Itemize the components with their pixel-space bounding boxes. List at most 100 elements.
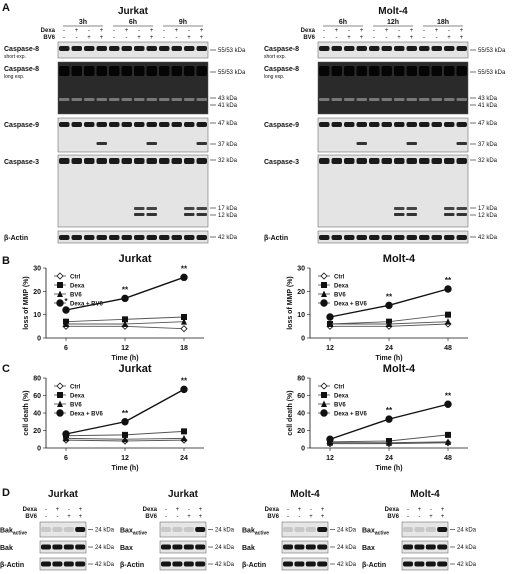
data-point (326, 435, 334, 443)
marker-label: 42 kDa (95, 562, 115, 568)
blot-row-label: β-Actin (4, 235, 28, 242)
time-label: 6h (339, 19, 347, 26)
dexa-label: Dexa (41, 28, 56, 34)
bv6-sign: - (423, 35, 425, 41)
blot-band (196, 235, 207, 240)
dexa-sign: + (385, 28, 389, 34)
blot-row-label: β-Actin (0, 562, 24, 569)
blot-band (403, 527, 413, 532)
blot-band (59, 158, 70, 164)
blot-row-sublabel: short exp. (4, 54, 26, 60)
data-point (180, 385, 188, 394)
x-tick-label: 6 (64, 455, 68, 462)
legend-marker (56, 409, 64, 417)
panel-b: B Jurkat 0 10 20 30 6 12 18 Time (h) loss of MMP (… (2, 253, 468, 362)
blot-band-cleaved (159, 98, 170, 101)
blot-panel-molt4: Molt-46h 12h 18hDexaBV6--+--+++--+--+++--+… (264, 6, 506, 244)
bv6-sign: - (386, 35, 388, 41)
blot-band-cleaved (369, 98, 380, 101)
blot-band-cleaved (196, 98, 207, 101)
marker-label: 12 kDa (218, 213, 238, 219)
chart-title: Molt-4 (383, 253, 416, 265)
data-point (445, 431, 451, 438)
blot-band (109, 235, 120, 240)
blot-band (183, 561, 194, 567)
legend-label: Ctrl (70, 275, 81, 281)
blot-band (59, 122, 70, 127)
bv6-sign: + (100, 35, 104, 41)
dexa-sign: + (435, 28, 439, 34)
blot-band-cleaved (406, 98, 417, 101)
dexa-sign: + (100, 28, 104, 34)
blot-band (283, 561, 293, 567)
blot-row-label: Bakactive (0, 528, 27, 537)
legend-marker (320, 409, 328, 417)
legend-label: Dexa + BV6 (334, 302, 368, 308)
blot-band (444, 158, 455, 164)
blot-band-cleaved (184, 207, 195, 210)
blot-band (317, 561, 328, 567)
blot-membrane (281, 557, 329, 571)
data-point (445, 438, 451, 445)
blot-band-cleaved (406, 207, 417, 210)
data-point (385, 415, 393, 423)
legend-label: Ctrl (334, 275, 345, 281)
blot-band (171, 158, 182, 164)
blot-band (369, 122, 380, 127)
legend-marker (57, 400, 63, 407)
x-tick-label: 24 (385, 345, 393, 352)
blot-row-sublabel: long exp. (264, 74, 284, 80)
blot-band (134, 66, 145, 76)
blot-row: Caspase-9 47 kDa 37 kDa (4, 117, 238, 153)
blot-band (356, 122, 367, 127)
bv6-sign: + (460, 35, 464, 41)
legend-marker (57, 392, 63, 398)
blot-band (394, 158, 405, 164)
blot-row: Caspase-9 47 kDa 37 kDa (264, 117, 498, 153)
blot-band (444, 122, 455, 127)
bv6-label: BV6 (387, 514, 399, 520)
x-tick-label: 48 (444, 455, 452, 462)
legend-label: Dexa (70, 394, 85, 400)
dexa-sign: + (418, 507, 422, 513)
blot-band (431, 235, 442, 240)
blot-band-cleaved (381, 98, 392, 101)
dexa-sign: + (75, 28, 79, 34)
marker-label: 42 kDa (478, 235, 498, 241)
blot-band-cleaved (356, 142, 367, 145)
marker-label: 32 kDa (478, 158, 498, 164)
data-point (181, 428, 187, 435)
dexa-sign: - (373, 28, 375, 34)
dexa-sign: - (88, 28, 90, 34)
legend-label: Dexa (334, 284, 349, 290)
bv6-sign: - (299, 514, 301, 520)
blot-band-cleaved (109, 98, 120, 101)
dexa-label: Dexa (265, 507, 280, 513)
legend-marker (321, 290, 327, 297)
blot-band (369, 158, 380, 164)
blot-band (195, 561, 206, 567)
dexa-sign: + (335, 28, 339, 34)
blot-band-cleaved (456, 98, 467, 101)
blot-band (394, 46, 405, 51)
blot-band (344, 66, 355, 76)
blot-row-label: Bak (0, 545, 13, 552)
blot-band (134, 158, 145, 164)
marker-label: 12 kDa (478, 213, 498, 219)
blot-band (319, 46, 330, 51)
blot-band (317, 544, 328, 550)
blot-band (381, 235, 392, 240)
blot-band-cleaved (394, 207, 405, 210)
blot-band (196, 122, 207, 127)
blot-band (184, 122, 195, 127)
blot-band (59, 66, 70, 76)
blot-band (184, 46, 195, 51)
legend-label: Dexa + BV6 (70, 302, 104, 308)
marker-label: 24 kDa (457, 545, 477, 551)
blot-band (425, 544, 436, 550)
bv6-sign: + (447, 35, 451, 41)
